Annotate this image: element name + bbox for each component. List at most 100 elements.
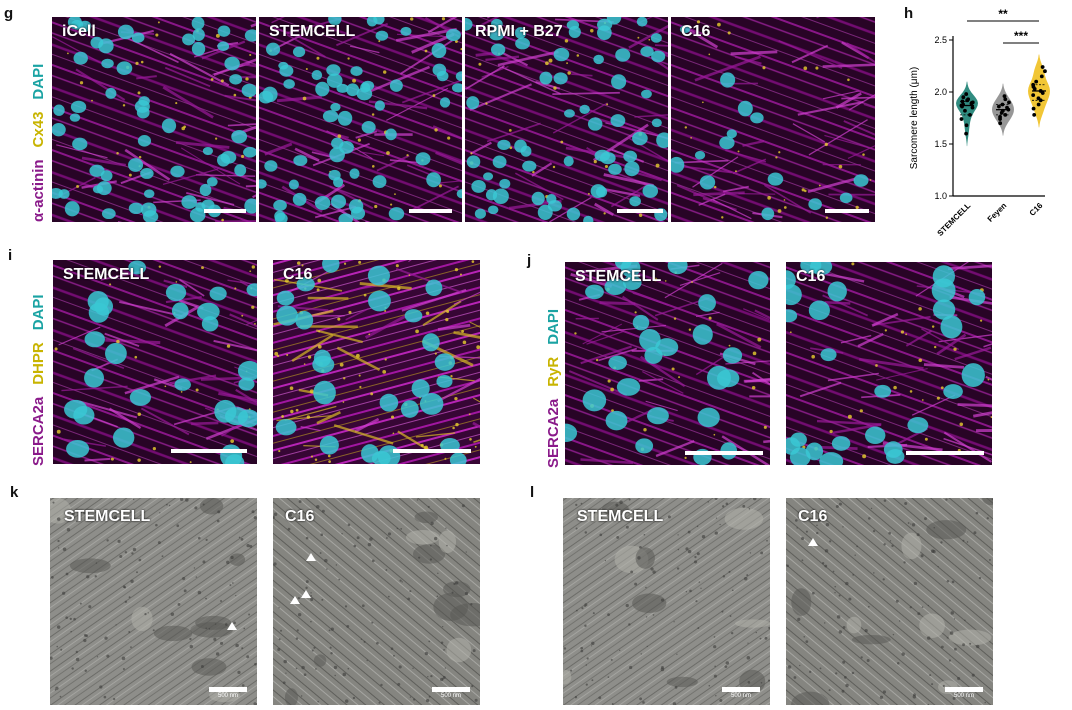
scale-bar	[393, 449, 471, 453]
micrograph-g-2: STEMCELL	[259, 17, 462, 222]
x-tick-label: Feyen	[986, 201, 1009, 224]
stain-legend: SERCA2a RyR DAPI	[545, 297, 562, 468]
micrograph-texture	[53, 260, 257, 464]
image-label: RPMI + B27	[475, 23, 563, 40]
significance-label: **	[998, 7, 1008, 21]
data-point	[963, 108, 967, 113]
stain-channel-label: α-actinin	[30, 159, 47, 222]
panel-letter-l: l	[530, 484, 535, 501]
micrograph-texture	[259, 17, 462, 222]
data-point	[1036, 102, 1041, 107]
arrowhead-marker	[290, 596, 300, 604]
scale-bar	[906, 451, 984, 455]
data-point	[1032, 112, 1037, 117]
arrowhead-marker	[227, 622, 237, 630]
data-point	[961, 95, 966, 100]
data-point	[998, 121, 1003, 126]
micrograph-texture	[565, 262, 770, 465]
image-label: iCell	[62, 23, 96, 40]
micrograph-texture	[52, 17, 256, 222]
micrograph-i-1: STEMCELL	[53, 260, 257, 464]
y-tick-label: 2.0	[934, 87, 947, 97]
y-tick-label: 1.5	[934, 139, 947, 149]
x-tick-label: C16	[1028, 201, 1045, 218]
panel-letter-g: g	[4, 5, 14, 22]
data-point	[1007, 100, 1011, 105]
stain-channel-label: SERCA2a	[30, 396, 47, 466]
stain-channel-label: RyR	[545, 356, 562, 387]
data-point	[970, 105, 975, 110]
image-label: STEMCELL	[64, 508, 151, 525]
data-point	[1003, 97, 1008, 102]
scale-bar	[171, 449, 247, 453]
micrograph-texture	[671, 17, 875, 222]
stain-legend: SERCA2a DHPR DAPI	[30, 282, 47, 466]
x-tick-label: STEMCELL	[936, 201, 973, 238]
tem-texture	[563, 498, 770, 705]
data-point	[964, 131, 969, 136]
panel-letter-k: k	[10, 484, 19, 501]
arrowhead-marker	[306, 553, 316, 561]
micrograph-g-3: RPMI + B27	[465, 17, 668, 222]
micrograph-j-1: STEMCELL	[565, 262, 770, 465]
arrowhead-marker	[808, 538, 818, 546]
scale-bar: 500 nm	[209, 687, 247, 699]
data-point	[1043, 69, 1047, 74]
violin-shape	[956, 81, 978, 147]
data-point	[961, 102, 966, 107]
data-point	[1031, 82, 1036, 87]
y-axis-label: Sarcomere length (μm)	[909, 67, 920, 169]
arrowhead-marker	[301, 590, 311, 598]
scale-bar: 500 nm	[722, 687, 760, 699]
tem-image-k-2: C16 500 nm	[273, 498, 480, 705]
scale-bar	[825, 209, 869, 213]
scale-bar	[617, 209, 663, 213]
tem-texture	[50, 498, 257, 705]
sarcomere-violin-chart: 1.0 1.5 2.0 2.5 Sarcomere length (μm) STEMCEL…	[909, 7, 1050, 238]
tem-image-l-1: STEMCELL 500 nm	[563, 498, 770, 705]
data-point	[998, 115, 1002, 119]
data-point	[1040, 65, 1045, 69]
stain-channel-label: DAPI	[545, 308, 562, 345]
significance-label: ***	[1014, 29, 1028, 43]
data-point	[1000, 102, 1005, 107]
panel-letter-h: h	[904, 5, 914, 22]
data-point	[1036, 96, 1041, 101]
micrograph-texture	[786, 262, 992, 465]
image-label: C16	[796, 268, 826, 285]
y-tick-label: 2.5	[934, 35, 947, 45]
scale-bar	[409, 209, 452, 213]
data-point	[1031, 106, 1036, 111]
stain-channel-label: SERCA2a	[545, 398, 562, 468]
data-point	[968, 112, 972, 117]
data-point	[964, 123, 969, 128]
stain-channel-label: DHPR	[30, 342, 47, 385]
micrograph-i-2: C16	[273, 260, 480, 464]
micrograph-g-1: iCell	[52, 17, 256, 222]
data-point	[997, 104, 1001, 109]
data-point	[964, 92, 969, 96]
scale-bar: 500 nm	[432, 687, 470, 699]
micrograph-j-2: C16	[786, 262, 992, 465]
y-tick-label: 1.0	[934, 191, 947, 201]
data-point	[1031, 93, 1036, 98]
image-label: STEMCELL	[577, 508, 664, 525]
data-point	[1000, 108, 1005, 113]
data-point	[959, 117, 964, 121]
stain-channel-label: DAPI	[30, 294, 47, 331]
image-label: C16	[283, 266, 313, 283]
micrograph-g-4: C16	[671, 17, 875, 222]
data-point	[1039, 74, 1044, 79]
data-point	[1038, 89, 1043, 93]
tem-texture	[786, 498, 993, 705]
image-label: STEMCELL	[269, 23, 356, 40]
data-point	[1003, 112, 1008, 117]
panel-letter-j: j	[527, 252, 532, 269]
scale-bar: 500 nm	[945, 687, 983, 699]
stain-legend: α-actinin Cx43 DAPI	[30, 52, 47, 222]
tem-image-l-2: C16 500 nm	[786, 498, 993, 705]
data-point	[970, 100, 975, 105]
data-point	[966, 97, 971, 102]
stain-channel-label: DAPI	[30, 63, 47, 100]
scale-bar	[204, 209, 246, 213]
